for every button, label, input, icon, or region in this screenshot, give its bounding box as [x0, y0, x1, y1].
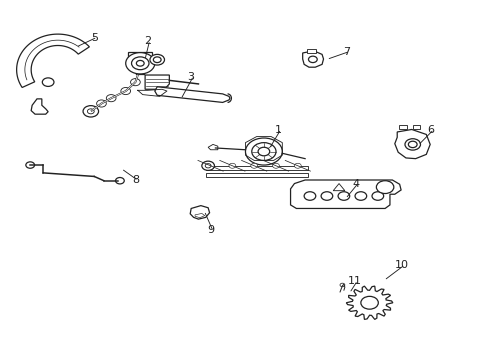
Circle shape — [150, 54, 164, 65]
Polygon shape — [398, 125, 406, 130]
Polygon shape — [128, 52, 152, 59]
Circle shape — [407, 141, 416, 148]
Circle shape — [294, 163, 301, 168]
Circle shape — [251, 143, 275, 161]
Polygon shape — [205, 173, 307, 177]
Polygon shape — [394, 130, 429, 159]
Circle shape — [404, 139, 420, 150]
Circle shape — [228, 163, 235, 168]
Circle shape — [371, 192, 383, 200]
Text: 4: 4 — [352, 179, 359, 189]
Polygon shape — [306, 49, 316, 53]
Circle shape — [125, 53, 155, 74]
Circle shape — [130, 78, 140, 86]
Text: 8: 8 — [132, 175, 139, 185]
Text: 5: 5 — [90, 33, 98, 43]
Circle shape — [272, 163, 279, 168]
Circle shape — [205, 164, 211, 168]
Text: 7: 7 — [342, 47, 349, 57]
Text: 3: 3 — [187, 72, 194, 82]
Polygon shape — [155, 87, 229, 103]
Polygon shape — [205, 166, 307, 170]
Circle shape — [115, 177, 124, 184]
Polygon shape — [31, 99, 48, 114]
Circle shape — [360, 296, 378, 309]
Circle shape — [87, 107, 97, 114]
Circle shape — [304, 192, 315, 200]
Circle shape — [258, 147, 269, 156]
Circle shape — [26, 162, 35, 168]
Text: 2: 2 — [143, 36, 151, 46]
Text: 11: 11 — [347, 276, 361, 287]
Circle shape — [153, 57, 161, 63]
Circle shape — [376, 181, 393, 194]
Circle shape — [131, 57, 149, 70]
Text: 6: 6 — [427, 125, 434, 135]
Circle shape — [207, 163, 214, 168]
Circle shape — [321, 192, 332, 200]
Circle shape — [83, 105, 99, 117]
Circle shape — [106, 95, 116, 102]
Circle shape — [354, 192, 366, 200]
Circle shape — [121, 87, 130, 95]
Polygon shape — [412, 125, 420, 130]
Text: 9: 9 — [206, 225, 214, 235]
Text: 1: 1 — [274, 125, 282, 135]
Circle shape — [42, 78, 54, 86]
Polygon shape — [290, 180, 400, 208]
Polygon shape — [190, 206, 209, 219]
Circle shape — [245, 138, 282, 165]
Circle shape — [97, 100, 106, 107]
Polygon shape — [346, 286, 392, 319]
Circle shape — [308, 56, 317, 63]
Polygon shape — [208, 144, 217, 150]
Polygon shape — [302, 51, 323, 67]
Text: 10: 10 — [394, 260, 408, 270]
Polygon shape — [145, 75, 169, 89]
Circle shape — [202, 161, 214, 170]
Circle shape — [87, 109, 94, 114]
Circle shape — [136, 60, 144, 66]
Polygon shape — [17, 34, 89, 87]
Circle shape — [337, 192, 349, 200]
Circle shape — [250, 163, 257, 168]
